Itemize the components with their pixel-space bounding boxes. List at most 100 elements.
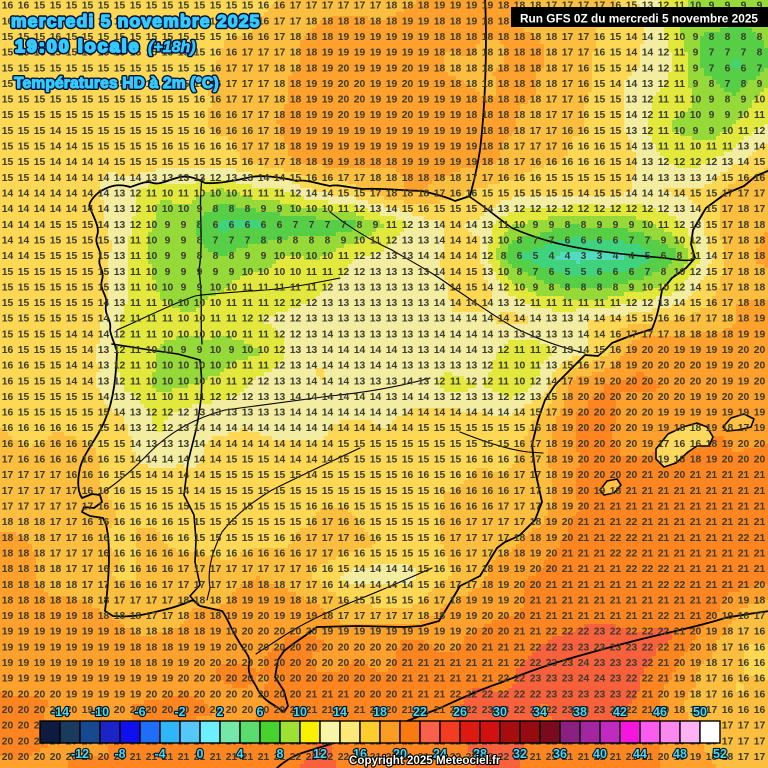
- svg-text:18: 18: [546, 32, 558, 43]
- svg-text:20: 20: [754, 580, 766, 591]
- svg-text:18: 18: [514, 110, 526, 121]
- svg-text:14: 14: [290, 392, 302, 403]
- svg-text:19: 19: [562, 502, 574, 513]
- svg-text:20: 20: [258, 658, 270, 669]
- svg-text:21: 21: [610, 595, 622, 606]
- svg-text:16: 16: [2, 361, 14, 372]
- svg-text:21: 21: [306, 689, 318, 700]
- svg-text:15: 15: [450, 204, 462, 215]
- svg-text:15: 15: [50, 251, 62, 262]
- svg-text:10: 10: [194, 298, 206, 309]
- svg-text:19: 19: [130, 674, 142, 685]
- svg-text:11: 11: [498, 361, 509, 372]
- svg-text:19: 19: [18, 627, 30, 638]
- svg-text:14: 14: [386, 423, 398, 434]
- svg-text:18: 18: [706, 439, 718, 450]
- svg-text:15: 15: [130, 95, 142, 106]
- svg-text:17: 17: [322, 549, 334, 560]
- svg-text:16: 16: [210, 142, 222, 153]
- svg-text:20: 20: [354, 689, 366, 700]
- svg-text:18: 18: [418, 189, 430, 200]
- svg-text:14: 14: [258, 423, 270, 434]
- svg-text:16: 16: [210, 549, 222, 560]
- svg-text:15: 15: [402, 486, 414, 497]
- svg-text:13: 13: [370, 298, 382, 309]
- svg-text:17: 17: [722, 298, 734, 309]
- svg-text:23: 23: [498, 705, 510, 716]
- svg-text:17: 17: [594, 361, 606, 372]
- svg-text:15: 15: [162, 110, 174, 121]
- svg-text:11: 11: [258, 361, 269, 372]
- svg-text:16: 16: [482, 455, 494, 466]
- svg-text:14: 14: [18, 251, 30, 262]
- svg-text:15: 15: [130, 63, 142, 74]
- svg-text:15: 15: [194, 79, 206, 90]
- svg-text:17: 17: [690, 314, 702, 325]
- svg-text:19: 19: [114, 642, 126, 653]
- svg-text:23: 23: [530, 674, 542, 685]
- svg-text:21: 21: [434, 674, 446, 685]
- svg-text:13: 13: [402, 361, 414, 372]
- svg-text:18: 18: [610, 361, 622, 372]
- svg-text:18: 18: [514, 48, 526, 59]
- svg-text:23: 23: [610, 658, 622, 669]
- svg-text:16: 16: [466, 470, 478, 481]
- svg-text:11: 11: [258, 329, 269, 340]
- svg-text:15: 15: [594, 189, 606, 200]
- svg-text:19: 19: [130, 689, 142, 700]
- svg-text:15: 15: [82, 408, 94, 419]
- svg-text:15: 15: [418, 423, 430, 434]
- svg-text:18: 18: [450, 32, 462, 43]
- svg-text:18: 18: [754, 298, 766, 309]
- svg-text:13: 13: [418, 220, 430, 231]
- svg-text:19: 19: [354, 48, 366, 59]
- svg-text:14: 14: [194, 455, 206, 466]
- svg-text:19: 19: [386, 63, 398, 74]
- svg-text:8: 8: [229, 204, 235, 215]
- svg-text:17: 17: [114, 595, 126, 606]
- svg-text:19: 19: [2, 611, 14, 622]
- svg-text:(+18h): (+18h): [148, 39, 196, 56]
- svg-text:15: 15: [34, 142, 46, 153]
- svg-text:14: 14: [242, 439, 254, 450]
- svg-text:14: 14: [290, 423, 302, 434]
- svg-text:15: 15: [18, 314, 30, 325]
- svg-text:20: 20: [322, 674, 334, 685]
- svg-text:14: 14: [466, 329, 478, 340]
- svg-text:15: 15: [706, 204, 718, 215]
- svg-text:19: 19: [466, 142, 478, 153]
- svg-text:14: 14: [34, 173, 46, 184]
- svg-text:15: 15: [402, 533, 414, 544]
- svg-text:17: 17: [274, 157, 286, 168]
- svg-text:19: 19: [370, 79, 382, 90]
- svg-text:15: 15: [242, 533, 254, 544]
- svg-text:-2: -2: [174, 705, 185, 719]
- svg-text:9: 9: [549, 220, 555, 231]
- svg-text:13: 13: [114, 392, 126, 403]
- svg-text:15: 15: [18, 110, 30, 121]
- svg-text:15: 15: [690, 189, 702, 200]
- svg-text:10: 10: [306, 251, 318, 262]
- svg-text:17: 17: [690, 705, 702, 716]
- svg-text:18: 18: [226, 595, 238, 606]
- svg-text:18: 18: [34, 533, 46, 544]
- svg-text:18: 18: [18, 517, 30, 528]
- svg-text:15: 15: [210, 486, 222, 497]
- svg-text:12: 12: [290, 189, 302, 200]
- svg-text:18: 18: [738, 298, 750, 309]
- svg-text:15: 15: [386, 455, 398, 466]
- svg-text:17: 17: [66, 502, 78, 513]
- svg-text:17: 17: [258, 79, 270, 90]
- svg-text:17: 17: [498, 517, 510, 528]
- svg-text:12: 12: [114, 376, 126, 387]
- svg-text:21: 21: [674, 564, 686, 575]
- svg-text:15: 15: [98, 423, 110, 434]
- svg-text:22: 22: [642, 674, 654, 685]
- svg-text:19: 19: [82, 674, 94, 685]
- svg-text:15: 15: [274, 502, 286, 513]
- svg-text:16: 16: [2, 376, 14, 387]
- svg-text:21: 21: [706, 549, 718, 560]
- svg-text:15: 15: [34, 282, 46, 293]
- svg-text:14: 14: [82, 173, 94, 184]
- svg-text:14: 14: [82, 157, 94, 168]
